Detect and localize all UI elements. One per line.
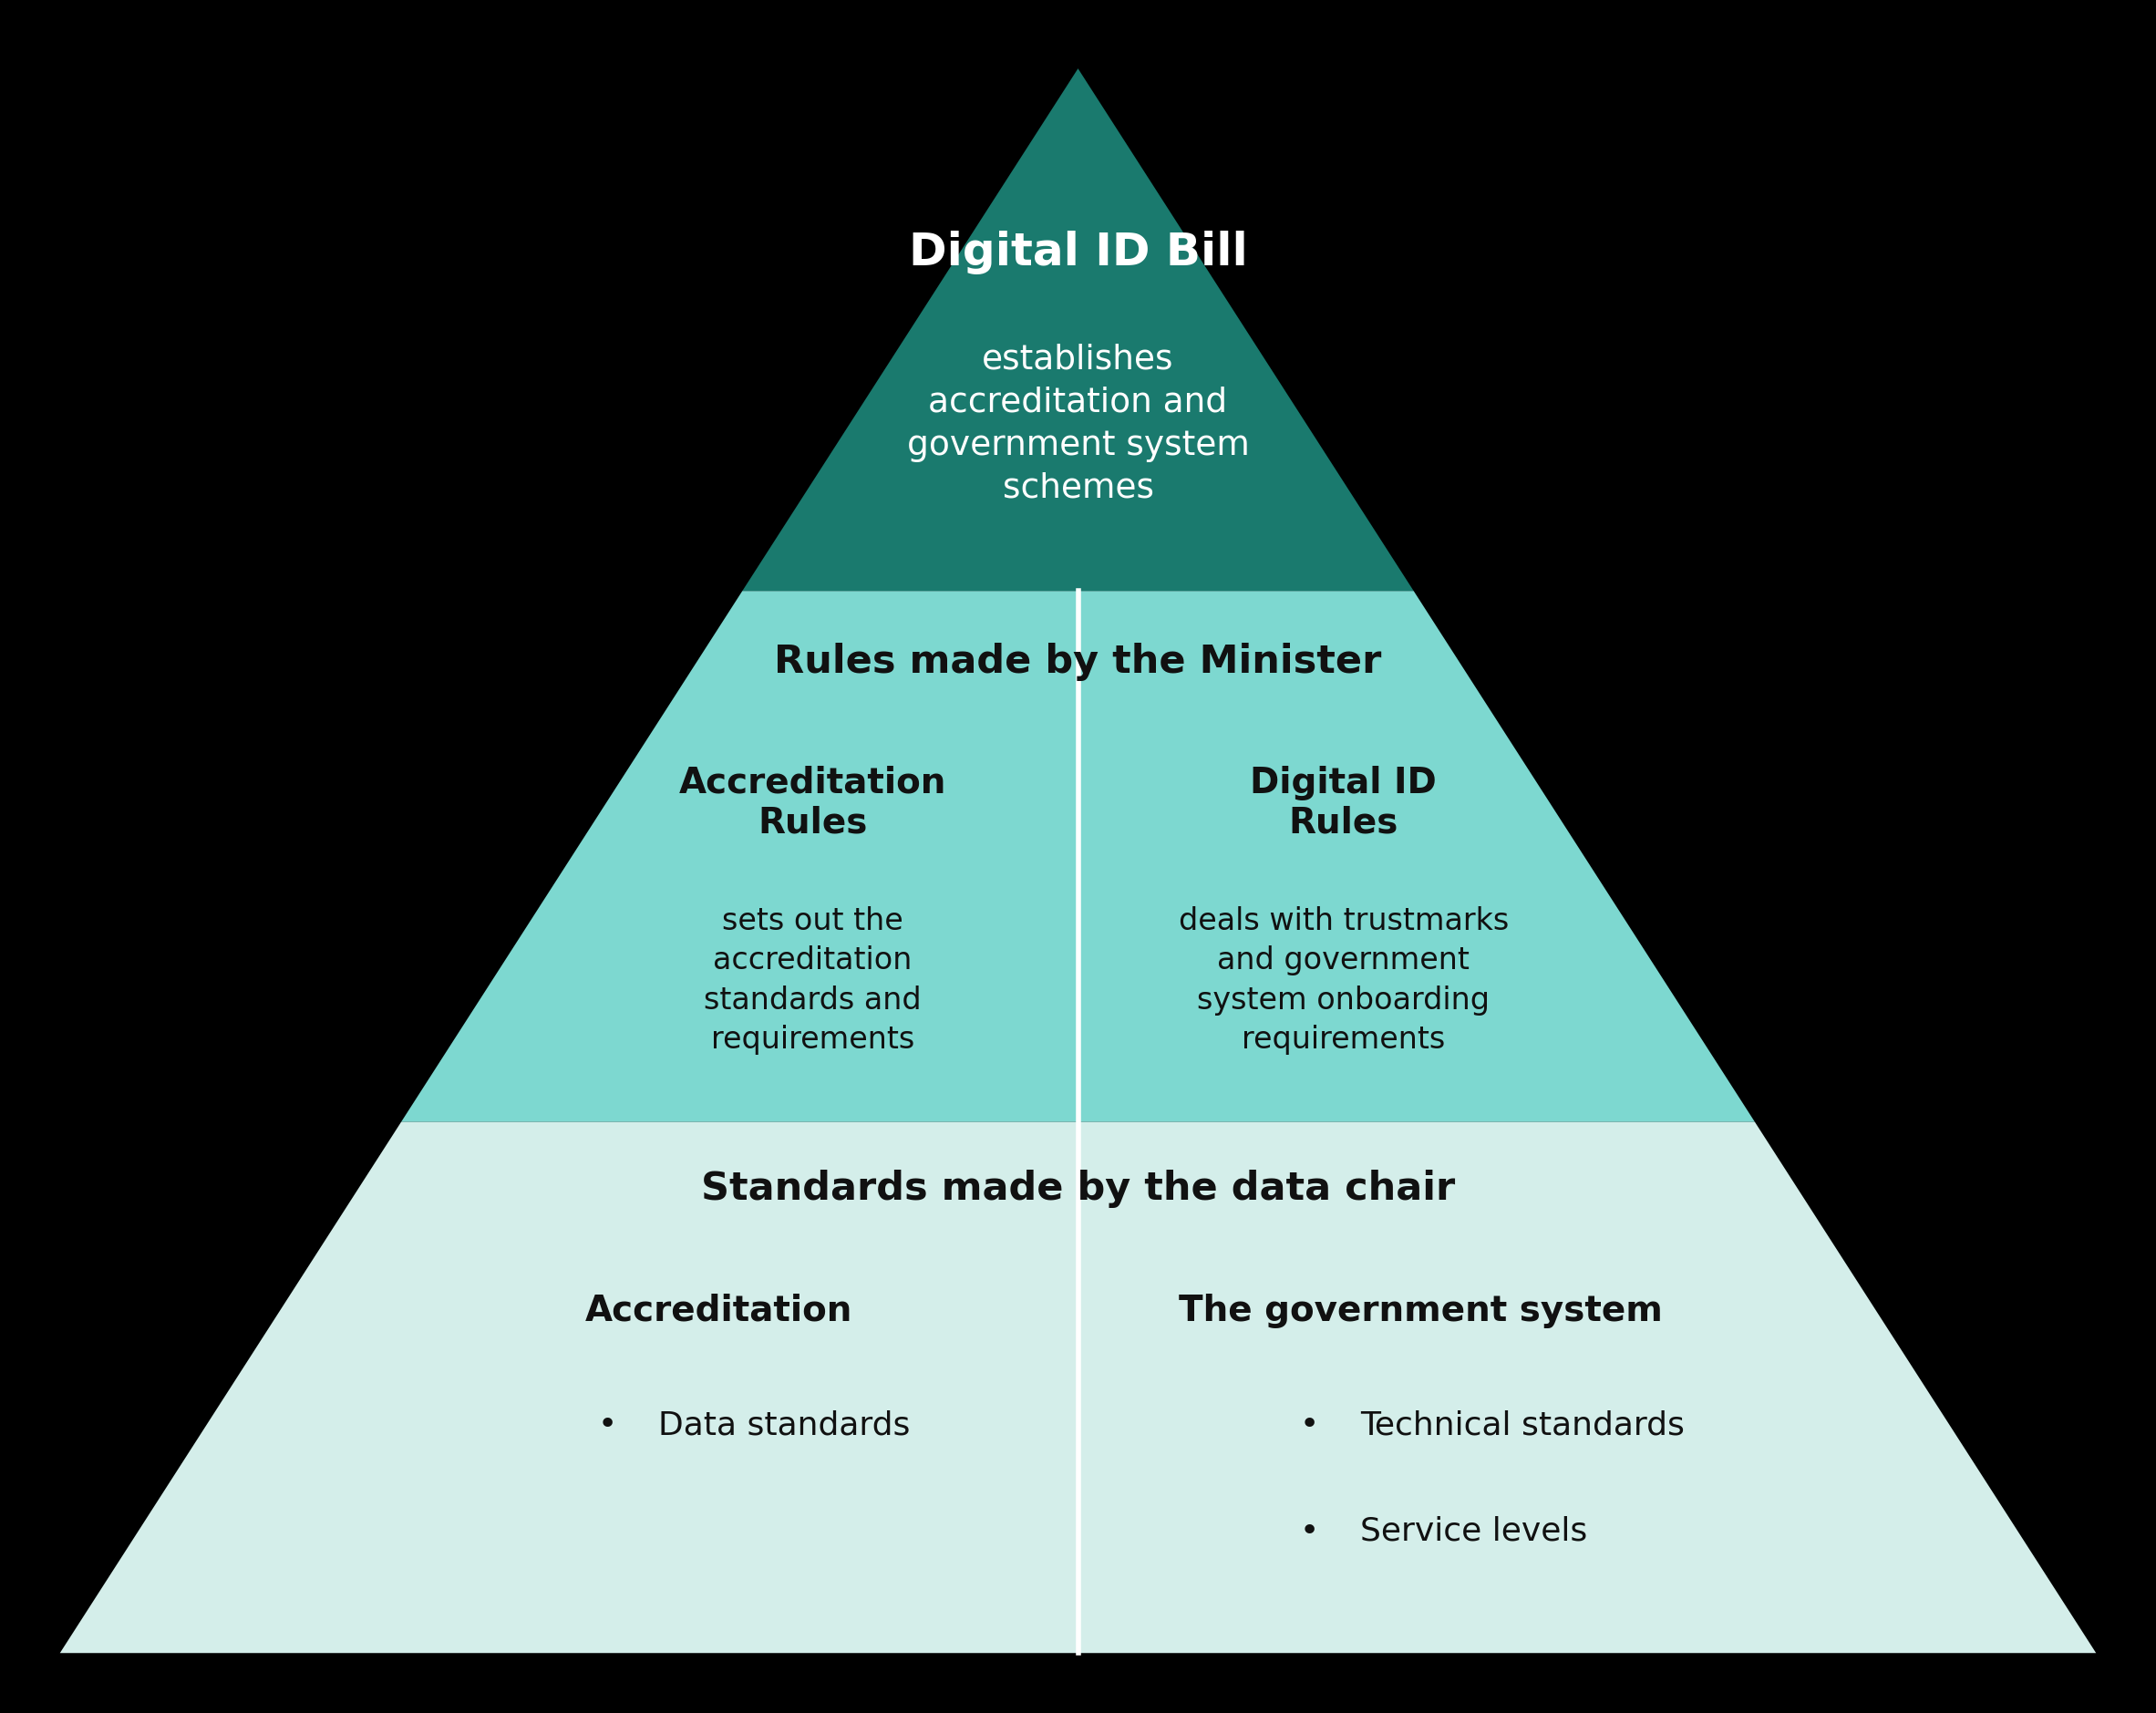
Text: sets out the
accreditation
standards and
requirements: sets out the accreditation standards and…: [703, 906, 921, 1055]
Text: Accreditation
Rules: Accreditation Rules: [679, 766, 946, 841]
Text: The government system: The government system: [1179, 1293, 1662, 1328]
Text: •: •: [597, 1410, 617, 1441]
Text: Digital ID Bill: Digital ID Bill: [908, 231, 1248, 274]
Text: Accreditation: Accreditation: [584, 1293, 852, 1328]
Text: Rules made by the Minister: Rules made by the Minister: [774, 642, 1382, 680]
Text: Service levels: Service levels: [1360, 1516, 1587, 1547]
Text: Standards made by the data chair: Standards made by the data chair: [701, 1170, 1455, 1208]
Polygon shape: [401, 591, 1755, 1122]
Polygon shape: [742, 69, 1414, 591]
Text: establishes
accreditation and
government system
schemes: establishes accreditation and government…: [908, 343, 1248, 505]
Text: •: •: [1300, 1410, 1319, 1441]
Text: Technical standards: Technical standards: [1360, 1410, 1686, 1441]
Polygon shape: [60, 1122, 2096, 1653]
Text: Digital ID
Rules: Digital ID Rules: [1250, 766, 1436, 841]
Text: •: •: [1300, 1516, 1319, 1547]
Text: Data standards: Data standards: [658, 1410, 910, 1441]
Text: deals with trustmarks
and government
system onboarding
requirements: deals with trustmarks and government sys…: [1179, 906, 1509, 1055]
